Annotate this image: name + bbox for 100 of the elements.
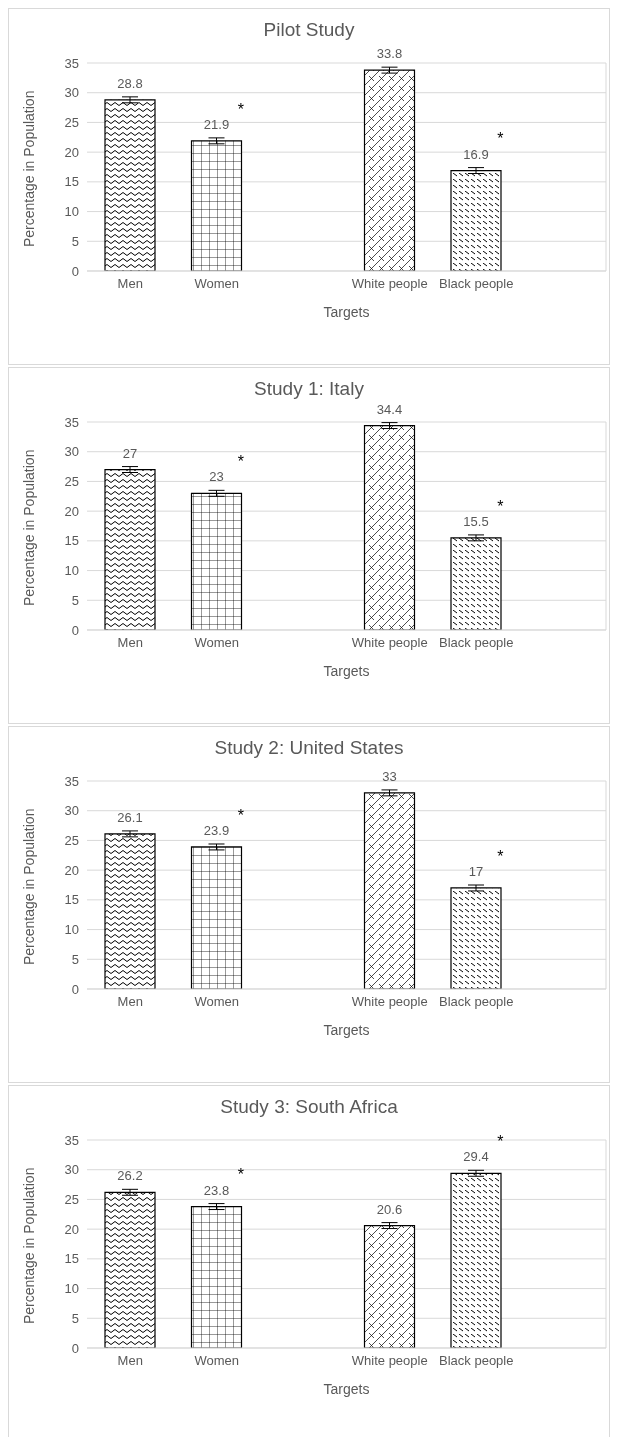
y-tick-label: 5 bbox=[71, 592, 79, 608]
y-tick-label: 0 bbox=[71, 622, 79, 638]
x-tick-label: Women bbox=[194, 1353, 240, 1369]
data-label: 33.8 bbox=[376, 46, 403, 62]
x-tick-label: Black people bbox=[439, 635, 514, 651]
data-label: 29.4 bbox=[463, 1149, 489, 1165]
bar bbox=[363, 1224, 416, 1348]
data-label: 21.9 bbox=[203, 116, 230, 132]
chart-title: Pilot Study bbox=[262, 18, 356, 41]
x-tick-label: White people bbox=[351, 994, 428, 1010]
y-tick-label: 5 bbox=[71, 233, 79, 249]
y-tick-label: 35 bbox=[64, 773, 79, 789]
y-tick-label: 30 bbox=[64, 803, 79, 819]
x-axis-title: Targets bbox=[323, 304, 370, 320]
data-label: 26.1 bbox=[117, 809, 143, 825]
y-tick-label: 30 bbox=[64, 85, 79, 101]
annotation: * bbox=[237, 806, 244, 824]
bar bbox=[190, 1205, 243, 1348]
annotation: * bbox=[237, 1166, 244, 1184]
data-label: 16.9 bbox=[463, 146, 489, 162]
y-tick-label: 35 bbox=[64, 414, 79, 430]
x-tick-label: Black people bbox=[439, 994, 514, 1010]
y-tick-label: 0 bbox=[71, 981, 79, 997]
y-tick-label: 35 bbox=[64, 1132, 79, 1148]
data-label: 28.8 bbox=[117, 75, 143, 91]
y-tick-label: 20 bbox=[64, 1221, 79, 1237]
bar bbox=[450, 887, 502, 989]
x-tick-label: Women bbox=[194, 635, 240, 651]
y-axis-title: Percentage in Population bbox=[20, 90, 37, 247]
data-label: 23.9 bbox=[203, 822, 230, 838]
y-tick-label: 5 bbox=[71, 1310, 79, 1326]
x-tick-label: White people bbox=[351, 1353, 428, 1369]
y-tick-label: 15 bbox=[64, 174, 79, 190]
y-tick-label: 0 bbox=[71, 263, 79, 279]
annotation: * bbox=[497, 1132, 504, 1150]
y-tick-label: 10 bbox=[64, 204, 79, 220]
chart-title: Study 2: United States bbox=[213, 736, 405, 759]
annotation: * bbox=[497, 130, 504, 148]
annotation: * bbox=[237, 452, 244, 470]
bar bbox=[104, 99, 156, 271]
y-tick-label: 20 bbox=[64, 862, 79, 878]
bar bbox=[450, 1172, 502, 1348]
y-tick-label: 35 bbox=[64, 55, 79, 71]
x-tick-label: Black people bbox=[439, 1353, 514, 1369]
x-tick-label: Women bbox=[194, 994, 240, 1010]
y-axis-title: Percentage in Population bbox=[20, 1167, 37, 1324]
x-tick-label: White people bbox=[351, 635, 428, 651]
y-tick-label: 25 bbox=[64, 474, 79, 490]
y-tick-label: 5 bbox=[71, 951, 79, 967]
y-tick-label: 15 bbox=[64, 533, 79, 549]
bar bbox=[104, 1191, 156, 1348]
x-tick-label: Men bbox=[117, 1353, 143, 1369]
y-axis-title: Percentage in Population bbox=[20, 808, 37, 965]
data-label: 26.2 bbox=[117, 1168, 143, 1184]
data-label: 17 bbox=[468, 863, 484, 879]
y-tick-label: 10 bbox=[64, 563, 79, 579]
y-tick-label: 25 bbox=[64, 1192, 79, 1208]
data-label: 23.8 bbox=[203, 1182, 230, 1198]
data-label: 23 bbox=[209, 469, 224, 485]
x-tick-label: Men bbox=[117, 276, 143, 292]
x-tick-label: Men bbox=[117, 994, 143, 1010]
y-tick-label: 30 bbox=[64, 444, 79, 460]
y-tick-label: 25 bbox=[64, 115, 79, 131]
y-tick-label: 30 bbox=[64, 1162, 79, 1178]
data-label: 34.4 bbox=[376, 401, 403, 417]
annotation: * bbox=[237, 100, 244, 118]
y-tick-label: 10 bbox=[64, 1281, 79, 1297]
bar bbox=[190, 846, 243, 989]
y-tick-label: 15 bbox=[64, 892, 79, 908]
y-tick-label: 20 bbox=[64, 503, 79, 519]
bar bbox=[450, 537, 502, 630]
annotation: * bbox=[497, 497, 504, 515]
data-label: 20.6 bbox=[376, 1201, 403, 1217]
bar bbox=[190, 140, 243, 271]
bar bbox=[363, 69, 416, 271]
bar bbox=[363, 792, 416, 989]
x-axis-title: Targets bbox=[323, 1022, 370, 1038]
y-tick-label: 0 bbox=[71, 1340, 79, 1356]
bar bbox=[104, 833, 156, 989]
bar bbox=[190, 492, 243, 630]
data-label: 27 bbox=[122, 445, 138, 461]
x-tick-label: Women bbox=[194, 276, 240, 292]
chart-title: Study 1: Italy bbox=[253, 377, 365, 400]
bar bbox=[450, 169, 502, 271]
bar bbox=[104, 468, 156, 630]
x-axis-title: Targets bbox=[323, 1381, 370, 1397]
bar bbox=[363, 424, 416, 630]
y-tick-label: 15 bbox=[64, 1251, 79, 1267]
x-tick-label: Black people bbox=[439, 276, 514, 292]
x-axis-title: Targets bbox=[323, 663, 370, 679]
data-label: 15.5 bbox=[463, 513, 489, 529]
x-tick-label: Men bbox=[117, 635, 143, 651]
chart-title: Study 3: South Africa bbox=[219, 1095, 399, 1118]
annotation: * bbox=[497, 847, 504, 865]
y-tick-label: 25 bbox=[64, 833, 79, 849]
x-tick-label: White people bbox=[351, 276, 428, 292]
data-label: 33 bbox=[382, 768, 397, 784]
y-axis-title: Percentage in Population bbox=[20, 449, 37, 606]
y-tick-label: 10 bbox=[64, 922, 79, 938]
y-tick-label: 20 bbox=[64, 144, 79, 160]
